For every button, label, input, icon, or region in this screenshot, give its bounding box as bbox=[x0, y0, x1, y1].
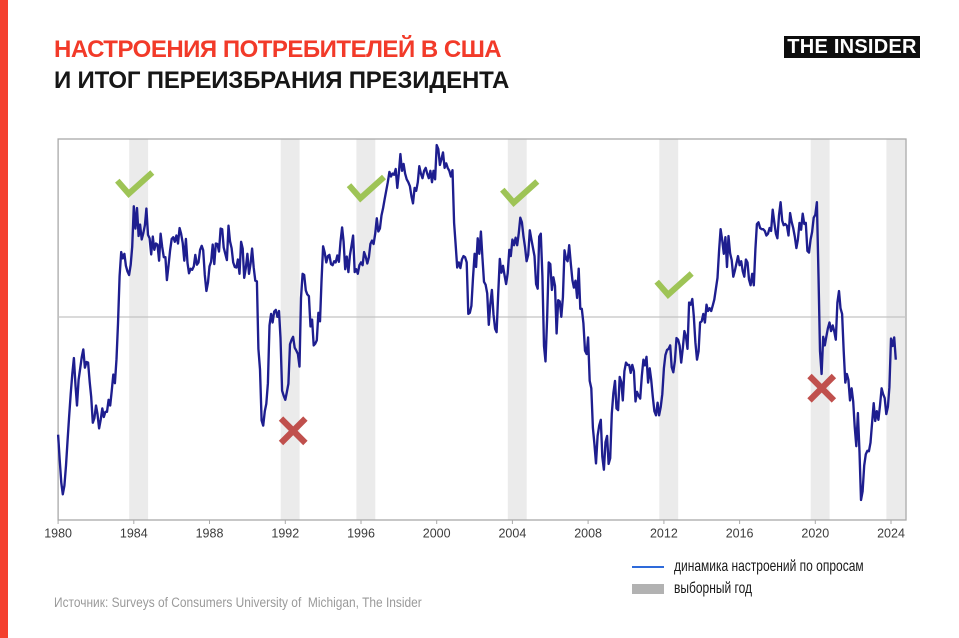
svg-text:2012: 2012 bbox=[650, 527, 678, 541]
svg-text:2024: 2024 bbox=[877, 527, 905, 541]
svg-text:2016: 2016 bbox=[726, 527, 754, 541]
svg-text:2004: 2004 bbox=[498, 527, 526, 541]
svg-text:2020: 2020 bbox=[801, 527, 829, 541]
svg-text:1992: 1992 bbox=[271, 527, 299, 541]
svg-text:2000: 2000 bbox=[423, 527, 451, 541]
svg-text:1984: 1984 bbox=[120, 527, 148, 541]
svg-text:2008: 2008 bbox=[574, 527, 602, 541]
svg-text:1996: 1996 bbox=[347, 527, 375, 541]
svg-text:1988: 1988 bbox=[196, 527, 224, 541]
svg-text:1980: 1980 bbox=[44, 527, 72, 541]
